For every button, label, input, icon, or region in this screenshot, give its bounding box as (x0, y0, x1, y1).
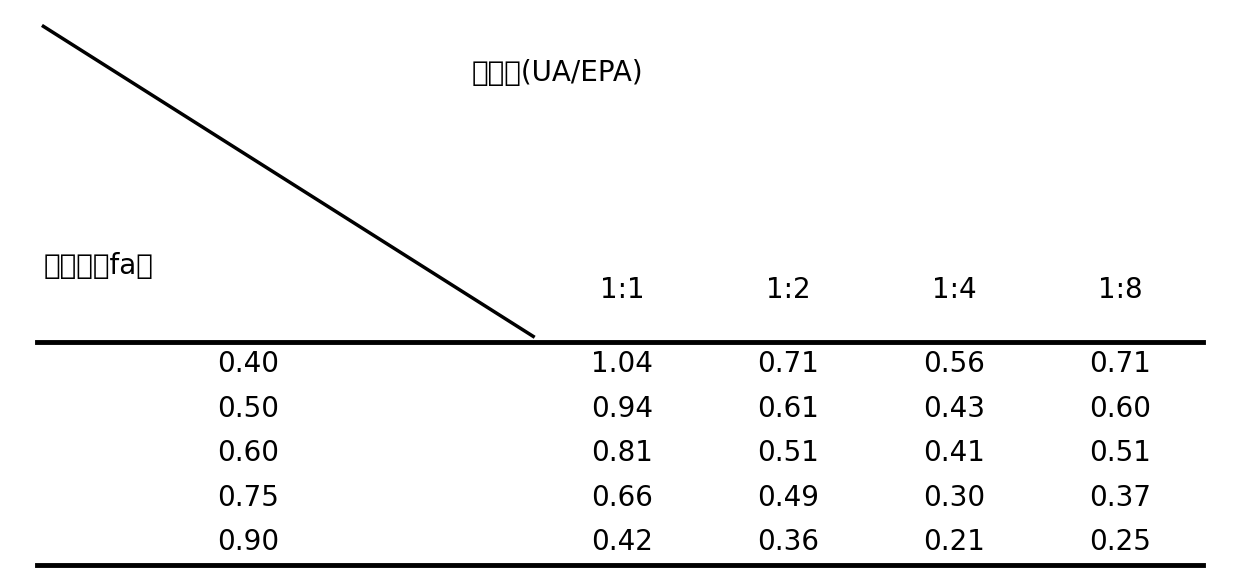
Text: 1:1: 1:1 (600, 276, 645, 304)
Text: 抑制率（fa）: 抑制率（fa） (43, 252, 154, 280)
Text: 0.90: 0.90 (217, 528, 279, 556)
Text: 1:2: 1:2 (766, 276, 811, 304)
Text: 0.94: 0.94 (591, 395, 653, 423)
Text: 1:8: 1:8 (1097, 276, 1142, 304)
Text: 0.56: 0.56 (923, 350, 985, 378)
Text: 1.04: 1.04 (591, 350, 653, 378)
Text: 0.41: 0.41 (923, 439, 985, 467)
Text: 0.21: 0.21 (923, 528, 985, 556)
Text: 0.49: 0.49 (758, 484, 820, 512)
Text: 0.25: 0.25 (1089, 528, 1151, 556)
Text: 0.50: 0.50 (217, 395, 279, 423)
Text: 0.81: 0.81 (591, 439, 653, 467)
Text: 0.37: 0.37 (1089, 484, 1151, 512)
Text: 0.40: 0.40 (217, 350, 279, 378)
Text: 0.71: 0.71 (1089, 350, 1151, 378)
Text: 0.75: 0.75 (217, 484, 279, 512)
Text: 0.43: 0.43 (923, 395, 985, 423)
Text: 0.36: 0.36 (758, 528, 820, 556)
Text: 0.60: 0.60 (217, 439, 279, 467)
Text: 0.42: 0.42 (591, 528, 653, 556)
Text: 0.60: 0.60 (1089, 395, 1151, 423)
Text: 0.51: 0.51 (758, 439, 820, 467)
Text: 0.66: 0.66 (591, 484, 653, 512)
Text: 0.61: 0.61 (758, 395, 820, 423)
Text: 0.71: 0.71 (758, 350, 820, 378)
Text: 摩尔比(UA/EPA): 摩尔比(UA/EPA) (471, 58, 642, 87)
Text: 1:4: 1:4 (931, 276, 976, 304)
Text: 0.51: 0.51 (1089, 439, 1151, 467)
Text: 0.30: 0.30 (923, 484, 985, 512)
